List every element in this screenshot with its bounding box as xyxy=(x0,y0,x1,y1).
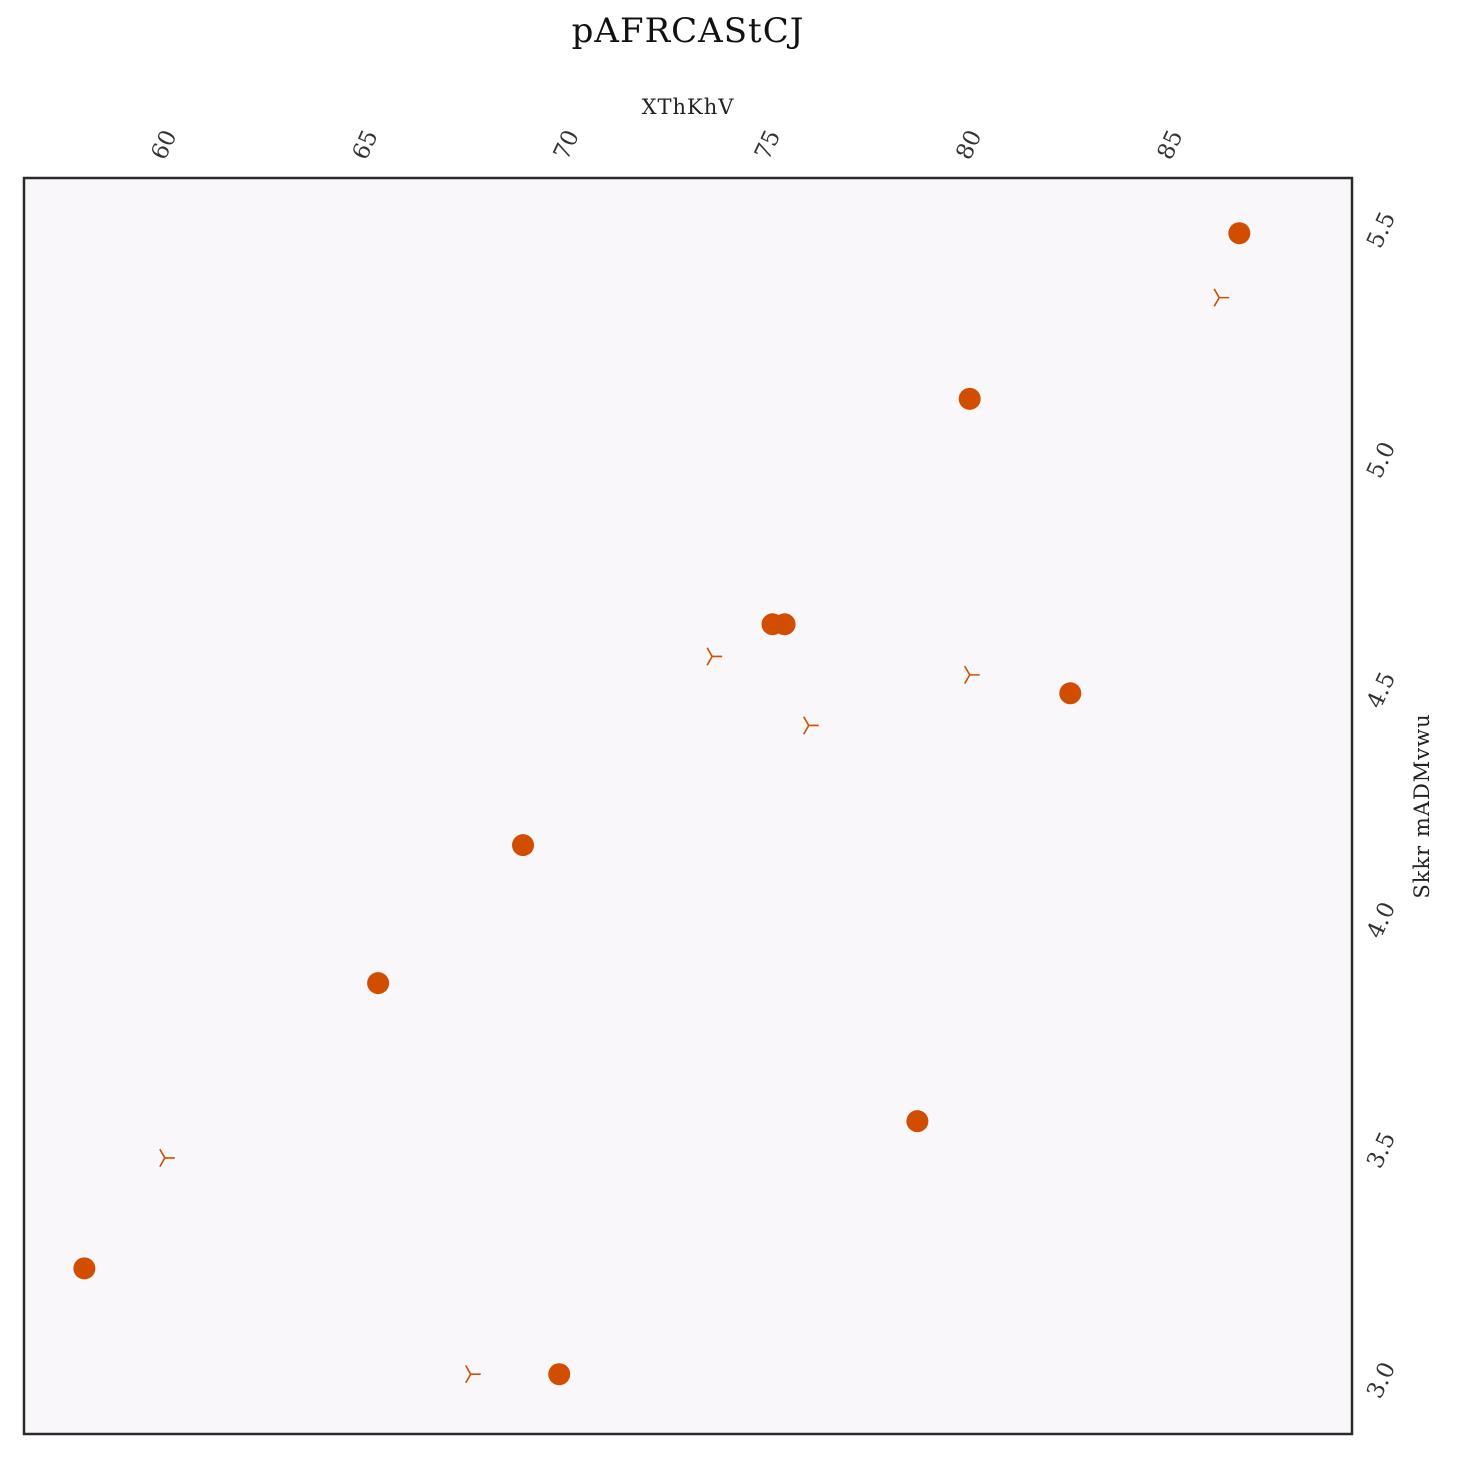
x-tick-label: 70 xyxy=(549,126,585,164)
x-tick-label: 60 xyxy=(147,126,183,164)
scatter-point-circle xyxy=(1059,682,1082,705)
data-marks xyxy=(73,222,1251,1386)
scatter-point-tri xyxy=(706,647,723,666)
x-tick-label: 65 xyxy=(348,126,384,164)
y-tick-label: 3.5 xyxy=(1362,1128,1401,1172)
y-tick-label: 3.0 xyxy=(1362,1358,1401,1402)
scatter-point-tri xyxy=(964,665,980,684)
scatter-point-tri xyxy=(803,716,819,735)
scatter-point-circle xyxy=(548,1363,571,1386)
scatter-point-circle xyxy=(958,387,981,410)
y-tick-label: 4.5 xyxy=(1362,668,1401,712)
scatter-point-circle xyxy=(512,834,535,857)
y-tick-label: 4.0 xyxy=(1362,898,1401,942)
x-axis-ticks: 60 65 70 75 80 85 xyxy=(147,126,1189,164)
scatter-point-tri xyxy=(1213,288,1230,307)
scatter-point-circle xyxy=(906,1110,929,1133)
x-axis-label: XThKhV xyxy=(642,95,735,119)
scatter-point-tri xyxy=(159,1148,175,1168)
x-tick-label: 75 xyxy=(750,126,786,164)
scatter-point-circle xyxy=(367,972,390,995)
scatter-point-circle xyxy=(1228,222,1251,245)
y-tick-label: 5.5 xyxy=(1362,208,1401,252)
x-tick-label: 80 xyxy=(951,126,987,164)
scatter-point-circle xyxy=(73,1257,96,1280)
scatter-point-circle xyxy=(773,613,796,636)
y-axis-ticks: 3.0 3.5 4.0 4.5 5.0 5.5 xyxy=(1362,208,1401,1402)
plot-area xyxy=(22,176,1354,1436)
y-axis-label: Skkr mADMvwu xyxy=(1410,713,1434,898)
scatter-point-tri xyxy=(464,1365,481,1384)
y-tick-label: 5.0 xyxy=(1362,438,1401,482)
x-tick-label: 85 xyxy=(1153,126,1189,164)
chart-title: pAFRCAStCJ xyxy=(572,11,805,51)
